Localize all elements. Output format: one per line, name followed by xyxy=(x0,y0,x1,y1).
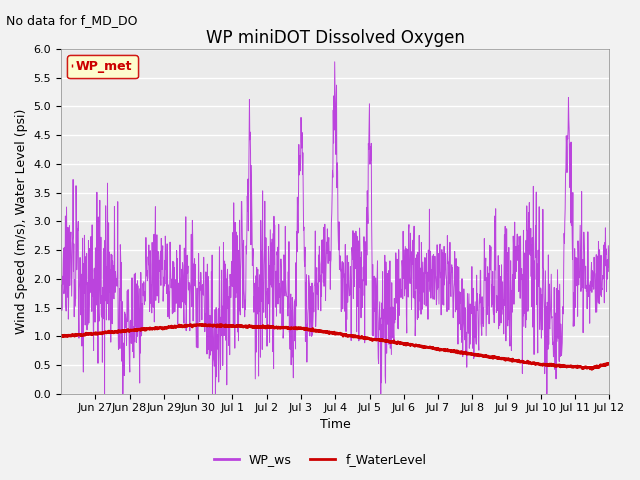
f_WaterLevel xyxy=(370,337,378,343)
Y-axis label: Wind Speed (m/s), Water Level (psi): Wind Speed (m/s), Water Level (psi) xyxy=(15,108,28,334)
WP_ws xyxy=(290,304,298,310)
WP_ws xyxy=(605,258,613,264)
f_WaterLevel xyxy=(122,328,130,334)
f_WaterLevel xyxy=(312,328,319,334)
f_WaterLevel xyxy=(605,361,613,367)
f_WaterLevel xyxy=(198,322,206,327)
WP_ws xyxy=(100,246,108,252)
WP_ws xyxy=(312,228,319,234)
f_WaterLevel xyxy=(588,366,596,372)
f_WaterLevel xyxy=(57,333,65,338)
Legend: WP_ws, f_WaterLevel: WP_ws, f_WaterLevel xyxy=(209,448,431,471)
Text: No data for f_MD_DO: No data for f_MD_DO xyxy=(6,14,138,27)
Line: f_WaterLevel: f_WaterLevel xyxy=(61,324,609,369)
f_WaterLevel xyxy=(100,329,108,335)
WP_ws xyxy=(301,338,309,344)
f_WaterLevel xyxy=(290,325,298,331)
WP_ws xyxy=(331,59,339,65)
X-axis label: Time: Time xyxy=(320,419,351,432)
WP_ws xyxy=(370,275,378,281)
WP_ws xyxy=(57,300,65,306)
WP_ws xyxy=(100,391,108,396)
Line: WP_ws: WP_ws xyxy=(61,62,609,394)
Legend: WP_met: WP_met xyxy=(67,55,138,78)
Title: WP miniDOT Dissolved Oxygen: WP miniDOT Dissolved Oxygen xyxy=(206,29,465,48)
WP_ws xyxy=(122,318,130,324)
f_WaterLevel xyxy=(301,325,309,331)
